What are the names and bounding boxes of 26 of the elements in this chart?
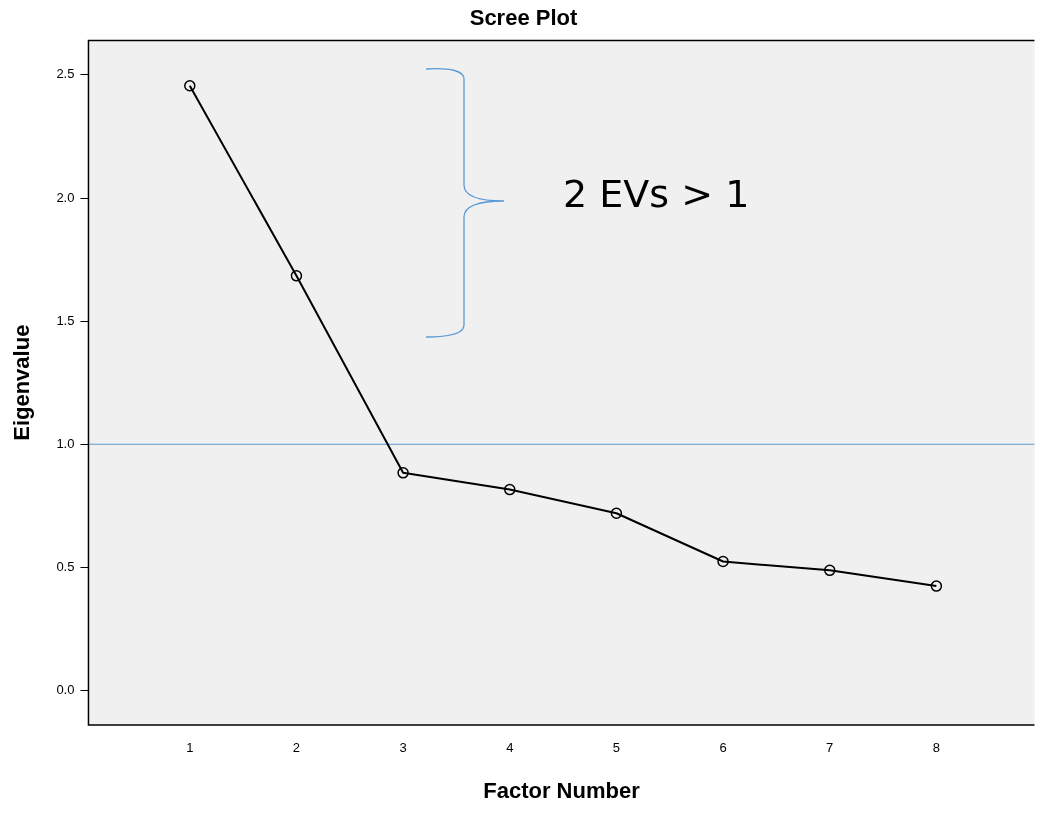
x-tick-label: 5 — [612, 740, 621, 756]
y-tick-label: 2.5 — [56, 66, 75, 82]
point — [397, 467, 409, 479]
point — [184, 79, 196, 92]
y-axis-title: Eigenvalue — [9, 324, 35, 441]
point — [504, 483, 516, 496]
x-tick-label: 3 — [399, 740, 407, 756]
point — [717, 555, 729, 568]
y-tick-label: 2.0 — [56, 189, 75, 205]
point — [290, 270, 303, 282]
x-tick-label: 4 — [506, 740, 514, 756]
point — [823, 564, 836, 577]
point — [930, 580, 943, 592]
chart-title: Scree Plot — [469, 5, 578, 31]
x-tick-label: 1 — [186, 740, 194, 756]
x-tick-label: 7 — [826, 740, 834, 756]
y-tick-label: 0.0 — [56, 682, 75, 698]
annotation: 2 EVs > 1 — [563, 172, 750, 216]
x-tick-label: 6 — [719, 740, 727, 756]
y-tick-label: 0.5 — [56, 558, 75, 574]
y-tick-label: 1.0 — [56, 435, 75, 451]
x-tick-label: 8 — [932, 740, 940, 756]
y-tick-label: 1.5 — [56, 312, 75, 328]
x-axis-title: Factor Number — [483, 777, 641, 803]
x-tick-label: 2 — [292, 740, 301, 756]
point — [610, 507, 623, 519]
